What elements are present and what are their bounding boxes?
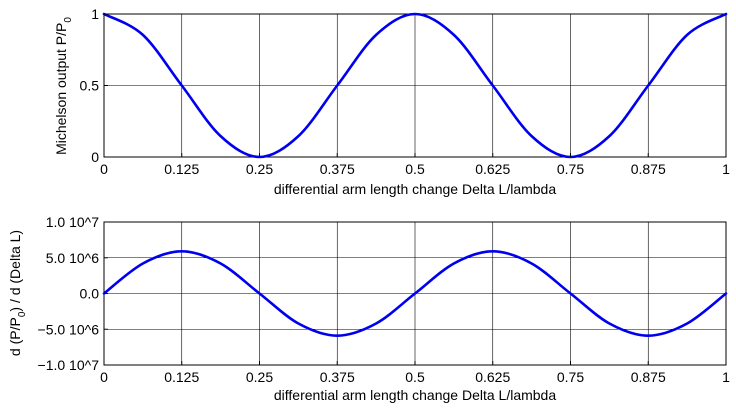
bottom-plot-y-tick-label: −5.0 10^6	[38, 321, 100, 337]
top-plot: 0 0.125 0.25 0.375 0.5 0.625 0.75 0.875 1 00.51 …	[53, 6, 730, 197]
top-plot-x-tick-label: 0.125	[164, 161, 199, 177]
bottom-plot-y-tick-label: −1.0 10^7	[38, 357, 100, 373]
bottom-plot-x-tick-label: 0.625	[475, 369, 510, 385]
bottom-plot-y-tick-label: 1.0 10^7	[46, 214, 99, 230]
bottom-plot-x-tick-label: 0.25	[246, 369, 273, 385]
top-plot-grid	[104, 14, 726, 157]
bottom-plot-x-tick-label: 0.875	[631, 369, 666, 385]
top-plot-x-tick-label: 0.75	[557, 161, 584, 177]
top-plot-x-tick-label: 0.625	[475, 161, 510, 177]
top-plot-series	[102, 12, 728, 159]
bottom-plot-y-axis-label: d (P/P0) / d (Delta L)	[7, 230, 28, 356]
bottom-plot-x-tick-label: 0	[100, 369, 108, 385]
bottom-plot-series	[102, 250, 728, 337]
bottom-plot-y-ticks: −1.0 10^7 −5.0 10^6 0.0 5.0 10^6 1.0 10^7	[38, 214, 108, 373]
bottom-plot-series-line	[102, 250, 728, 337]
top-plot-y-tick-label: 0.5	[80, 78, 100, 94]
top-plot-x-ticks: 0 0.125 0.25 0.375 0.5 0.625 0.75 0.875 1	[100, 153, 730, 177]
bottom-plot: 0 0.125 0.25 0.375 0.5 0.625 0.75 0.875 1 −1.0 1…	[7, 214, 730, 403]
top-plot-x-tick-label: 0.875	[631, 161, 666, 177]
bottom-plot-x-tick-label: 0.75	[557, 369, 584, 385]
bottom-plot-y-tick-label: 5.0 10^6	[46, 250, 99, 266]
bottom-plot-x-ticks: 0 0.125 0.25 0.375 0.5 0.625 0.75 0.875 1	[100, 361, 730, 385]
top-plot-x-axis-label: differential arm length change Delta L/l…	[274, 181, 556, 197]
bottom-plot-y-axis-label-subscript: 0	[17, 311, 28, 317]
bottom-plot-y-tick-label: 0.0	[80, 286, 100, 302]
bottom-plot-x-tick-label: 0.375	[320, 369, 355, 385]
top-plot-x-tick-label: 0.25	[246, 161, 273, 177]
bottom-plot-x-tick-label: 0.125	[164, 369, 199, 385]
bottom-plot-x-tick-label: 1	[722, 369, 730, 385]
top-plot-x-tick-label: 0.5	[405, 161, 425, 177]
top-plot-y-axis-label-subscript: 0	[63, 17, 74, 23]
bottom-plot-x-tick-label: 0.5	[405, 369, 425, 385]
top-plot-y-tick-label: 1	[91, 6, 99, 22]
top-plot-x-tick-label: 1	[722, 161, 730, 177]
top-plot-y-ticks: 00.51	[80, 6, 108, 165]
top-plot-series-line	[102, 12, 728, 159]
top-plot-y-tick-label: 0	[91, 149, 99, 165]
top-plot-x-tick-label: 0.375	[320, 161, 355, 177]
top-plot-x-tick-label: 0	[100, 161, 108, 177]
top-plot-y-axis-label: Michelson output P/P0	[53, 17, 74, 155]
bottom-plot-x-axis-label: differential arm length change Delta L/l…	[274, 387, 556, 403]
